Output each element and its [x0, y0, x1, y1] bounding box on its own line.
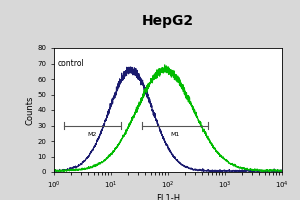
Text: M2: M2 [88, 132, 97, 137]
Text: HepG2: HepG2 [142, 14, 194, 28]
X-axis label: FL1-H: FL1-H [156, 194, 180, 200]
Y-axis label: Counts: Counts [26, 95, 34, 125]
Text: control: control [58, 59, 84, 68]
Text: M1: M1 [170, 132, 180, 137]
